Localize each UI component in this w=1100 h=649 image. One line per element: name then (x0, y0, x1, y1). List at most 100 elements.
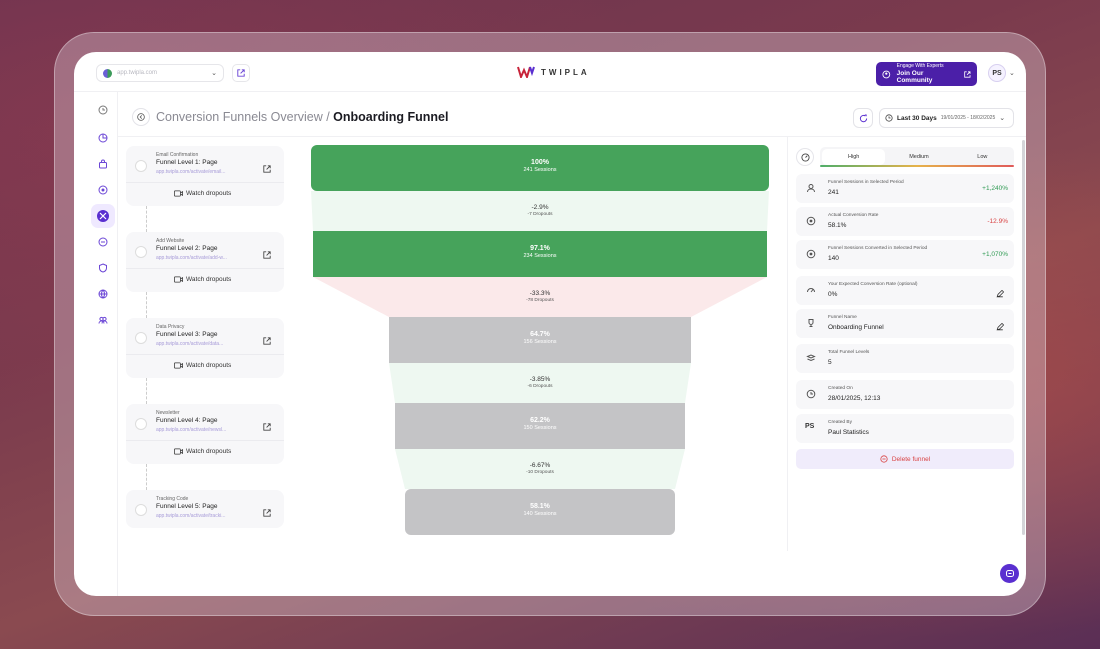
funnel-level-bar[interactable] (311, 145, 769, 191)
detail-row: Funnel Sessions Converted in Selected Pe… (796, 240, 1014, 269)
open-step-url-button[interactable] (263, 504, 271, 522)
external-link-icon (263, 509, 271, 517)
refresh-button[interactable] (853, 108, 873, 128)
clock-icon (885, 114, 893, 122)
back-button[interactable] (132, 108, 150, 126)
step-url[interactable]: app.twipla.com/activate/add-w... (156, 255, 227, 261)
dropout-percent: -2.9% (531, 204, 549, 211)
dropout-label: -3.85% -6 Dropouts (480, 376, 600, 391)
gauge-icon (807, 288, 815, 293)
watch-dropouts-button[interactable]: Watch dropouts (174, 448, 231, 455)
website-selector[interactable]: app.twipla.com ⌄ (96, 64, 224, 82)
level-percent: 97.1% (530, 245, 550, 252)
step-url[interactable]: app.twipla.com/activate/newsl... (156, 427, 227, 433)
rail-item-privacy[interactable] (93, 258, 113, 278)
rail-item-history[interactable] (93, 100, 113, 120)
funnel-level-bar[interactable] (313, 231, 767, 277)
rail-item-websites[interactable] (93, 284, 113, 304)
rail-item-goals[interactable] (93, 180, 113, 200)
chat-icon (98, 237, 108, 247)
pie-icon (98, 133, 108, 143)
funnel-step-card: Data Privacy Funnel Level 3: Page app.twip… (126, 318, 284, 378)
edit-button[interactable] (996, 318, 1005, 336)
funnel-level-bar[interactable] (405, 489, 675, 535)
funnel-step-card: Add Website Funnel Level 2: Page app.twipl… (126, 232, 284, 292)
panel-divider (787, 137, 788, 551)
chevron-down-icon: ⌄ (211, 70, 217, 77)
detail-icon (805, 284, 817, 296)
step-category: Add Website (156, 238, 185, 244)
detail-icon (805, 182, 817, 194)
funnel-level-bar[interactable] (389, 317, 691, 363)
scrollbar[interactable] (1022, 140, 1025, 535)
rail-item-analytics[interactable] (93, 128, 113, 148)
step-title: Funnel Level 2: Page (156, 245, 218, 252)
dropout-percent: -3.85% (529, 376, 551, 383)
detail-value: Paul Statistics (828, 429, 869, 436)
funnel-dropout-band[interactable] (313, 277, 767, 317)
target-icon (806, 216, 816, 226)
step-connector (146, 378, 147, 404)
bag-icon (99, 159, 107, 169)
join-community-button[interactable]: Engage With Experts Join Our Community (876, 62, 977, 86)
edit-button[interactable] (996, 285, 1005, 303)
step-url[interactable]: app.twipla.com/activate/email... (156, 169, 226, 175)
funnel-dropout-band[interactable] (395, 449, 685, 489)
detail-label: Actual Conversion Rate (828, 213, 879, 218)
watch-dropouts-button[interactable]: Watch dropouts (174, 190, 231, 197)
step-divider (126, 354, 284, 355)
funnel-dropout-band[interactable] (389, 363, 691, 403)
open-step-url-button[interactable] (263, 160, 271, 178)
funnel-chart (311, 145, 769, 535)
funnel-dropout-band[interactable] (311, 191, 769, 231)
level-sessions: 156 Sessions (523, 339, 557, 346)
minus-circle-icon (880, 455, 888, 463)
dropout-count: -6 Dropouts (527, 384, 553, 390)
rail-item-ecommerce[interactable] (93, 154, 113, 174)
watch-dropouts-button[interactable]: Watch dropouts (174, 362, 231, 369)
external-link-icon (237, 69, 245, 77)
open-step-url-button[interactable] (263, 418, 271, 436)
twipla-logo: TWIPLA (517, 66, 590, 78)
rail-item-team[interactable] (93, 310, 113, 330)
open-step-url-button[interactable] (263, 332, 271, 350)
step-url[interactable]: app.twipla.com/activate/tracki... (156, 513, 226, 519)
step-url[interactable]: app.twipla.com/activate/data... (156, 341, 224, 347)
target-icon (98, 185, 108, 195)
step-type-icon (135, 504, 147, 516)
date-range-picker[interactable]: Last 30 Days 19/01/2025 - 18/02/2025 ⌄ (879, 108, 1014, 128)
delete-funnel-button[interactable]: Delete funnel (796, 449, 1014, 469)
top-bar: app.twipla.com ⌄ TWIPLA Engage With Expe… (74, 52, 1026, 92)
step-type-icon (135, 246, 147, 258)
page-title: Onboarding Funnel (333, 110, 449, 124)
logo-text: TWIPLA (541, 67, 590, 77)
step-divider (126, 440, 284, 441)
breadcrumb-separator: / (322, 110, 334, 124)
step-title: Funnel Level 1: Page (156, 159, 218, 166)
step-type-icon (135, 160, 147, 172)
funnel-step-card: Tracking Code Funnel Level 5: Page app.twi… (126, 490, 284, 528)
breadcrumb: Conversion Funnels Overview / Onboarding… (156, 110, 448, 124)
support-chat-button[interactable] (1000, 564, 1019, 583)
clock-icon (98, 105, 108, 115)
watch-dropouts-button[interactable]: Watch dropouts (174, 276, 231, 283)
detail-label: Created On (828, 386, 853, 391)
rail-item-funnels[interactable] (91, 204, 115, 228)
detail-row: PS Created By Paul Statistics (796, 414, 1014, 443)
breadcrumb-parent[interactable]: Conversion Funnels Overview (156, 110, 323, 124)
open-website-button[interactable] (232, 64, 250, 82)
segment-low[interactable]: Low (977, 154, 988, 160)
detail-value: 241 (828, 189, 839, 196)
step-connector (146, 292, 147, 318)
step-category: Email Confirmation (156, 152, 199, 158)
level-percent: 100% (531, 159, 549, 166)
segment-high[interactable]: High (822, 149, 886, 165)
open-step-url-button[interactable] (263, 246, 271, 264)
rail-item-surveys[interactable] (93, 232, 113, 252)
chevron-down-icon: ⌄ (1009, 70, 1015, 77)
segment-medium[interactable]: Medium (909, 154, 929, 160)
date-range-value: 19/01/2025 - 18/02/2025 (940, 115, 996, 121)
user-menu[interactable]: PS ⌄ (988, 64, 1015, 82)
detail-icon (805, 317, 817, 329)
funnel-level-bar[interactable] (395, 403, 685, 449)
